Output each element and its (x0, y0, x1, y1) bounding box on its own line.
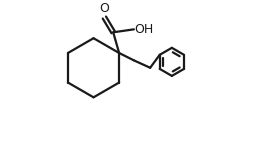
Text: OH: OH (135, 23, 154, 36)
Text: O: O (99, 2, 109, 15)
